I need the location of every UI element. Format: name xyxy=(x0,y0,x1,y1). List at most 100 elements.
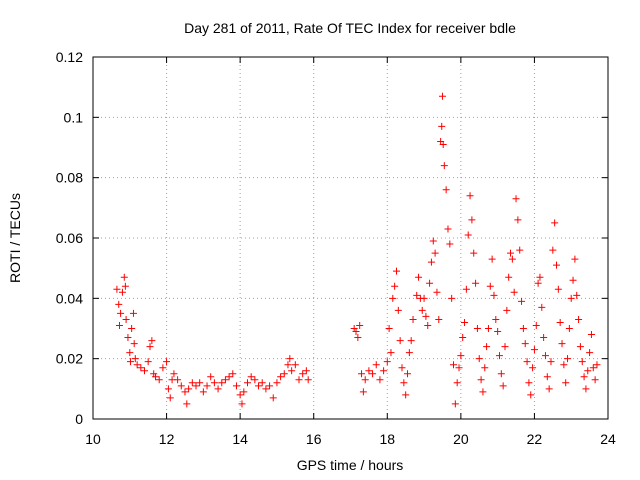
data-point xyxy=(475,355,483,363)
data-point xyxy=(464,231,472,239)
data-point xyxy=(538,303,546,311)
data-point xyxy=(218,379,226,387)
data-point xyxy=(181,388,189,396)
x-tick-label: 14 xyxy=(232,431,248,447)
data-point xyxy=(461,318,469,326)
data-point xyxy=(575,315,583,323)
data-point xyxy=(188,379,196,387)
data-point xyxy=(229,370,237,378)
data-point xyxy=(280,370,288,378)
chart-title: Day 281 of 2011, Rate Of TEC Index for r… xyxy=(184,20,516,36)
data-point xyxy=(438,92,446,100)
data-point xyxy=(459,334,467,342)
data-point xyxy=(251,376,259,384)
x-axis-label: GPS time / hours xyxy=(297,457,404,473)
data-point xyxy=(462,285,470,293)
data-point xyxy=(584,367,592,375)
data-point xyxy=(554,285,562,293)
data-point xyxy=(549,246,557,254)
data-point xyxy=(295,376,303,384)
data-point xyxy=(210,379,218,387)
data-point xyxy=(580,373,588,381)
data-point xyxy=(518,297,526,305)
data-point xyxy=(451,400,459,408)
data-point xyxy=(299,370,307,378)
y-axis-label: ROTI / TECUs xyxy=(7,193,23,283)
data-point xyxy=(115,300,123,308)
data-point xyxy=(304,376,312,384)
x-tick-label: 22 xyxy=(527,431,543,447)
data-point xyxy=(418,306,426,314)
data-point xyxy=(359,388,367,396)
x-tick-labels: 10 12 14 16 18 20 22 24 xyxy=(85,431,616,447)
data-point xyxy=(470,249,478,257)
data-point xyxy=(286,355,294,363)
data-point xyxy=(472,279,480,287)
data-point xyxy=(258,379,266,387)
data-point xyxy=(361,376,369,384)
data-point xyxy=(453,379,461,387)
y-tick-label: 0.02 xyxy=(56,351,83,367)
data-point xyxy=(185,385,193,393)
data-point xyxy=(199,388,207,396)
data-point xyxy=(547,358,555,366)
x-tick-label: 16 xyxy=(306,431,322,447)
data-point xyxy=(413,291,421,299)
data-point xyxy=(402,391,410,399)
data-point xyxy=(236,391,244,399)
data-point xyxy=(532,321,540,329)
data-point xyxy=(543,373,551,381)
data-point xyxy=(477,376,485,384)
data-point xyxy=(356,321,364,329)
data-point xyxy=(415,273,423,281)
data-point xyxy=(525,379,533,387)
plot-frame xyxy=(92,56,609,420)
x-tick-label: 20 xyxy=(453,431,469,447)
data-point xyxy=(573,291,581,299)
data-point xyxy=(225,373,233,381)
data-point xyxy=(273,379,281,387)
data-point xyxy=(519,325,527,332)
data-point xyxy=(438,122,446,130)
data-point xyxy=(510,288,518,296)
y-tick-label: 0.06 xyxy=(56,230,83,246)
data-point xyxy=(495,352,503,360)
data-points xyxy=(113,92,601,408)
data-point xyxy=(120,273,128,281)
data-point xyxy=(514,216,522,224)
data-point xyxy=(486,282,494,290)
data-point xyxy=(576,343,584,351)
data-point xyxy=(444,225,452,233)
data-point xyxy=(420,294,428,302)
data-point xyxy=(439,140,447,148)
data-point xyxy=(127,358,135,366)
data-point xyxy=(121,282,129,290)
data-point xyxy=(551,219,559,227)
data-point xyxy=(553,261,560,269)
x-tick-label: 24 xyxy=(600,431,616,447)
data-point xyxy=(426,279,434,287)
data-point xyxy=(424,321,432,329)
data-point xyxy=(131,355,139,363)
data-point xyxy=(530,346,538,354)
data-point xyxy=(512,195,520,203)
data-point xyxy=(150,370,158,378)
data-point xyxy=(431,249,439,257)
data-point xyxy=(387,349,395,357)
data-point xyxy=(484,325,492,332)
data-point xyxy=(284,361,292,369)
data-point xyxy=(521,340,529,348)
data-point xyxy=(499,382,507,390)
data-point xyxy=(288,367,296,375)
data-point xyxy=(560,361,568,369)
data-point xyxy=(435,315,443,323)
data-point xyxy=(540,334,548,342)
data-point xyxy=(503,306,511,314)
data-point xyxy=(383,358,391,366)
data-point xyxy=(556,318,564,326)
data-point xyxy=(291,361,299,369)
data-point xyxy=(159,364,167,372)
data-point xyxy=(369,370,377,378)
data-point xyxy=(255,382,263,390)
data-point xyxy=(479,388,487,396)
